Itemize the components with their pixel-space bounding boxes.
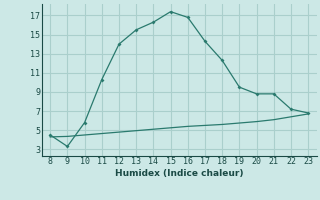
X-axis label: Humidex (Indice chaleur): Humidex (Indice chaleur) <box>115 169 244 178</box>
